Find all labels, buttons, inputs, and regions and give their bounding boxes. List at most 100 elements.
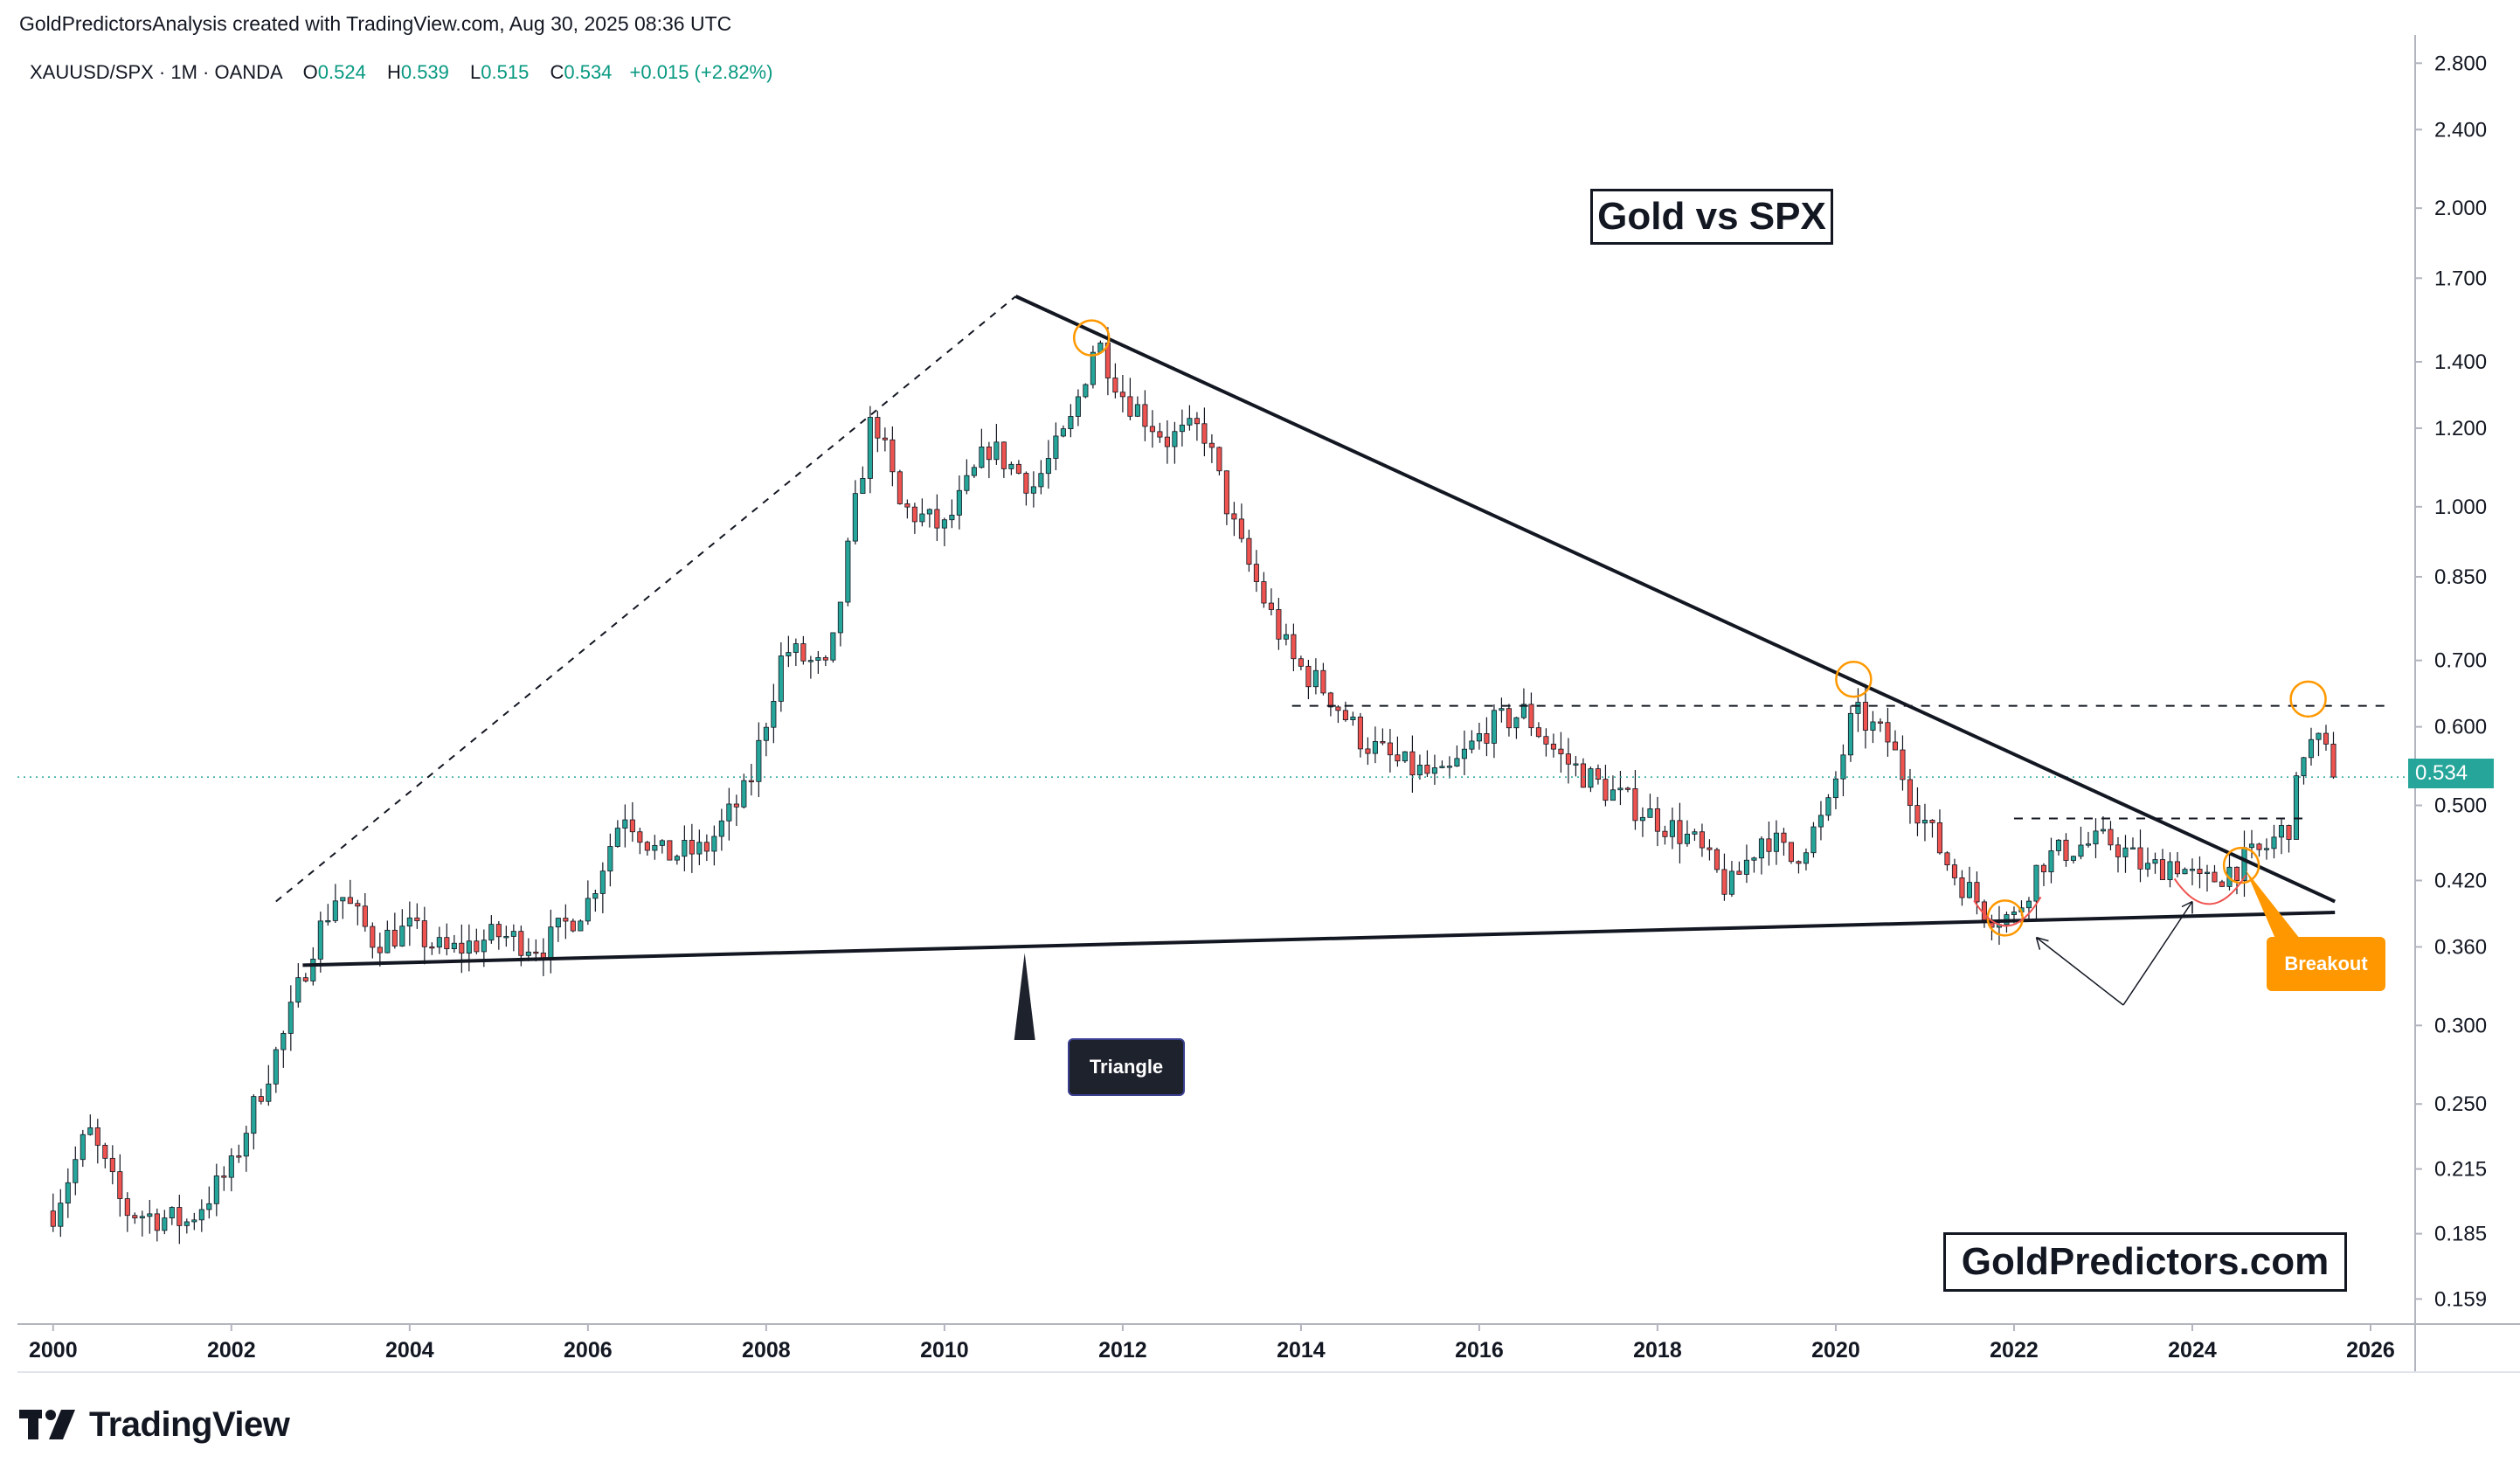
candle-up [1312, 669, 1319, 688]
candle-down [1981, 901, 1987, 921]
candle-up [1825, 797, 1831, 816]
tradingview-logo[interactable]: TradingView [19, 1405, 290, 1444]
arrowhead-right [2181, 900, 2193, 914]
time-tick-label: 2012 [1098, 1338, 1147, 1363]
candle-up [696, 842, 703, 855]
candle-up [964, 475, 970, 491]
candle-down [1535, 727, 1541, 738]
candle-down [1974, 882, 1980, 903]
candle-up [488, 924, 495, 941]
brand-watermark: GoldPredictors.com [1943, 1232, 2347, 1292]
candle-up [1870, 721, 1876, 731]
candle-up [2033, 864, 2039, 902]
price-tick-label: 0.420 [2434, 869, 2487, 892]
candle-up [652, 844, 658, 851]
candle-down [1900, 749, 1906, 780]
candle-up [815, 656, 821, 662]
price-tick-label: 0.700 [2434, 649, 2487, 673]
candle-down [890, 439, 896, 473]
candle-down [1506, 708, 1512, 729]
candle-down [1387, 742, 1393, 756]
candle-down [533, 951, 539, 954]
candle-up [592, 893, 599, 899]
candle-up [1499, 708, 1505, 711]
candle-down [1276, 609, 1282, 640]
legend-close-label: C [550, 61, 564, 83]
candle-down [1327, 692, 1333, 708]
candle-up [325, 919, 331, 923]
candle-down [1380, 740, 1386, 744]
candle-up [2085, 843, 2092, 846]
price-tick-label: 0.250 [2434, 1092, 2487, 1116]
candle-up [198, 1209, 204, 1221]
candle-down [370, 926, 376, 948]
candle-down [1142, 404, 1148, 427]
candle-up [949, 514, 955, 521]
candle-down [377, 947, 383, 953]
candle-up [1840, 754, 1846, 780]
legend-symbol[interactable]: XAUUSD/SPX · 1M · OANDA [30, 61, 282, 83]
tradingview-logo-icon [19, 1410, 77, 1439]
candle-up [1966, 882, 1972, 898]
candle-up [2100, 829, 2107, 832]
candle-down [1662, 830, 1668, 837]
candle-down [1015, 463, 1021, 474]
candle-down [1342, 710, 1348, 721]
candle-down [748, 780, 754, 783]
candle-up [1684, 833, 1690, 844]
candle-down [1558, 748, 1564, 755]
candle-down [1632, 787, 1638, 822]
candle-down [1788, 842, 1794, 863]
candle-down [1298, 658, 1304, 667]
candle-down [1208, 442, 1215, 448]
highlight-circle [2289, 680, 2327, 718]
candle-up [2055, 839, 2062, 851]
candle-down [2040, 864, 2047, 873]
candle-down [1862, 702, 1868, 731]
candle-up [1855, 702, 1861, 714]
candle-up [1372, 740, 1378, 754]
candle-down [1707, 847, 1713, 850]
candle-down [800, 643, 807, 662]
candle-up [1469, 740, 1475, 750]
candle-up [1038, 473, 1044, 488]
candle-down [132, 1215, 138, 1219]
candle-up [65, 1182, 71, 1203]
candle-down [50, 1210, 56, 1227]
legend-low-label: L [470, 61, 481, 83]
candle-up [481, 940, 487, 953]
candle-down [362, 905, 368, 927]
candle-down [1119, 392, 1125, 398]
candle-up [807, 660, 813, 662]
candle-down [667, 840, 673, 861]
candle-up [139, 1216, 145, 1219]
candle-up [674, 856, 680, 861]
candle-up [466, 940, 472, 954]
candle-up [169, 1207, 175, 1218]
candle-down [1335, 706, 1341, 711]
triangle-callout: Triangle [1068, 1038, 1185, 1096]
candle-up [1134, 404, 1140, 417]
candle-up [1431, 767, 1437, 774]
candle-up [1639, 816, 1645, 822]
candle-up [73, 1159, 79, 1183]
candle-down [1112, 378, 1118, 393]
candle-up [436, 937, 442, 948]
candle-down [1365, 748, 1371, 754]
candle-up [206, 1203, 212, 1210]
candle-up [941, 519, 947, 529]
candle-up [183, 1221, 190, 1226]
candle-down [414, 917, 420, 921]
time-tick-label: 2024 [2168, 1338, 2217, 1363]
candle-up [310, 958, 316, 981]
candle-down [1936, 822, 1942, 854]
price-tick-label: 0.500 [2434, 794, 2487, 818]
candle-down [347, 897, 353, 905]
candle-down [236, 1155, 242, 1158]
legend-open-label: O [302, 61, 318, 83]
candle-up [2293, 775, 2300, 840]
candle-down [258, 1096, 264, 1102]
time-tick-label: 2016 [1455, 1338, 1504, 1363]
candle-down [474, 940, 480, 953]
